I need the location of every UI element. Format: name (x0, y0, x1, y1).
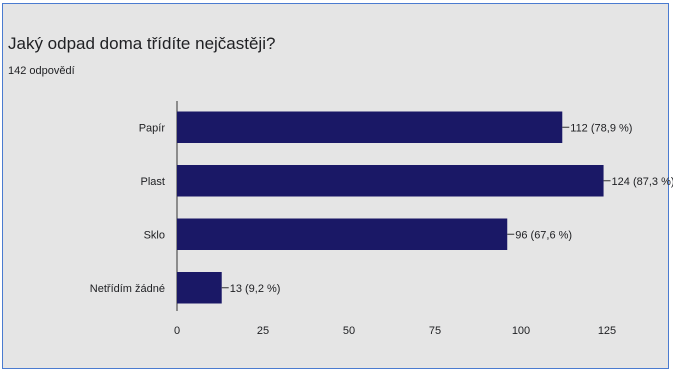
bar-3 (177, 272, 222, 304)
x-tick-label: 75 (429, 325, 441, 337)
x-tick-label: 100 (512, 325, 530, 337)
category-label: Sklo (144, 229, 165, 241)
data-label: 13 (9,2 %) (230, 283, 281, 295)
bar-2 (177, 218, 508, 250)
x-tick-label: 125 (598, 325, 616, 337)
bar-1 (177, 165, 604, 197)
x-tick-label: 0 (174, 325, 180, 337)
response-count: 142 odpovědí (8, 65, 75, 77)
bar-0 (177, 111, 563, 143)
x-tick-label: 25 (257, 325, 269, 337)
data-label: 112 (78,9 %) (570, 122, 632, 134)
category-label: Netřídím žádné (90, 283, 165, 295)
data-label: 96 (67,6 %) (515, 229, 572, 241)
x-tick-label: 50 (343, 325, 355, 337)
category-label: Plast (141, 176, 165, 188)
data-label: 124 (87,3 %) (612, 176, 673, 188)
question-title: Jaký odpad doma třídíte nejčastěji? (8, 34, 276, 53)
category-label: Papír (139, 122, 166, 134)
